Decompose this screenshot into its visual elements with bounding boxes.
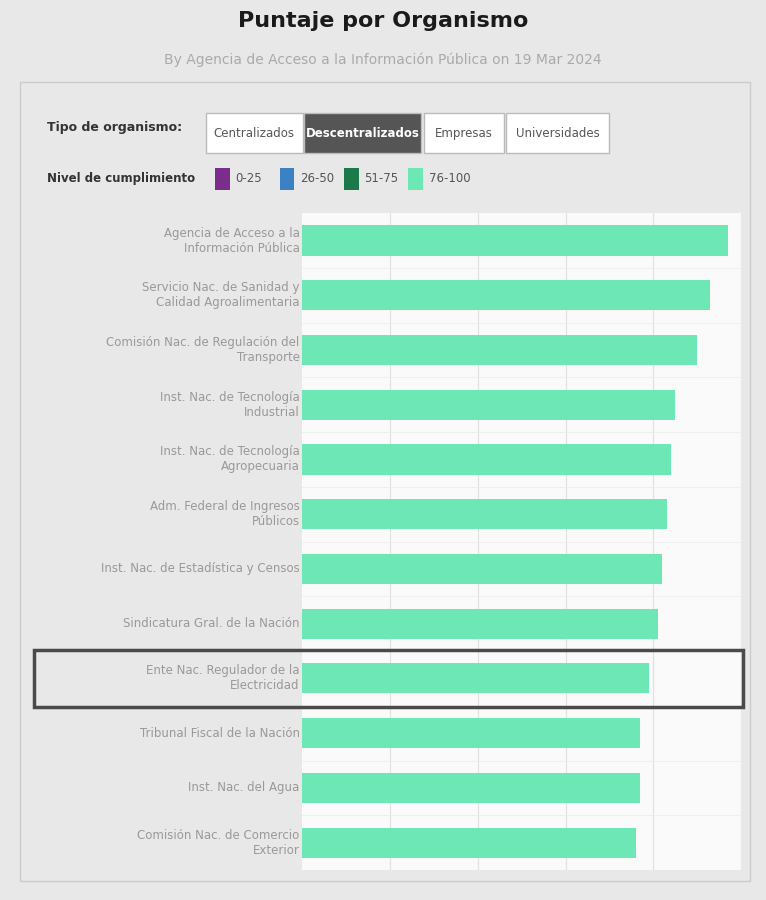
Bar — [303, 608, 658, 639]
Text: 0-25: 0-25 — [236, 172, 262, 185]
Text: Nivel de cumplimiento: Nivel de cumplimiento — [47, 172, 195, 185]
Text: Inst. Nac. del Agua: Inst. Nac. del Agua — [188, 781, 300, 795]
FancyBboxPatch shape — [215, 167, 230, 190]
Text: Inst. Nac. de Tecnología
Industrial: Inst. Nac. de Tecnología Industrial — [160, 391, 300, 419]
Text: By Agencia de Acceso a la Información Pública on 19 Mar 2024: By Agencia de Acceso a la Información Pú… — [164, 52, 602, 67]
Text: Sindicatura Gral. de la Nación: Sindicatura Gral. de la Nación — [123, 617, 300, 630]
Bar — [303, 390, 676, 419]
Bar — [303, 445, 671, 474]
Text: Comisión Nac. de Comercio
Exterior: Comisión Nac. de Comercio Exterior — [137, 829, 300, 857]
Text: Agencia de Acceso a la
Información Pública: Agencia de Acceso a la Información Públi… — [164, 227, 300, 255]
Text: Puntaje por Organismo: Puntaje por Organismo — [237, 12, 529, 32]
Text: Universidades: Universidades — [516, 127, 600, 140]
Text: 51-75: 51-75 — [365, 172, 398, 185]
Text: 76-100: 76-100 — [429, 172, 470, 185]
Bar — [303, 718, 640, 748]
Text: Tipo de organismo:: Tipo de organismo: — [47, 121, 182, 134]
Text: Inst. Nac. de Estadística y Censos: Inst. Nac. de Estadística y Censos — [101, 562, 300, 575]
FancyBboxPatch shape — [280, 167, 294, 190]
FancyBboxPatch shape — [304, 113, 421, 153]
Text: Descentralizados: Descentralizados — [306, 127, 420, 140]
FancyBboxPatch shape — [424, 113, 504, 153]
Text: Adm. Federal de Ingresos
Públicos: Adm. Federal de Ingresos Públicos — [149, 500, 300, 528]
Text: Centralizados: Centralizados — [214, 127, 295, 140]
Text: Comisión Nac. de Regulación del
Transporte: Comisión Nac. de Regulación del Transpor… — [106, 336, 300, 364]
Bar — [303, 226, 728, 256]
Bar — [303, 773, 640, 803]
FancyBboxPatch shape — [344, 167, 358, 190]
FancyBboxPatch shape — [206, 113, 303, 153]
Bar — [303, 828, 636, 858]
Bar — [303, 280, 710, 310]
Text: Servicio Nac. de Sanidad y
Calidad Agroalimentaria: Servicio Nac. de Sanidad y Calidad Agroa… — [142, 282, 300, 310]
Text: Ente Nac. Regulador de la
Electricidad: Ente Nac. Regulador de la Electricidad — [146, 664, 300, 692]
Bar — [303, 500, 666, 529]
Bar — [303, 554, 662, 584]
Bar — [303, 335, 697, 365]
FancyBboxPatch shape — [506, 113, 609, 153]
Text: Tribunal Fiscal de la Nación: Tribunal Fiscal de la Nación — [139, 726, 300, 740]
FancyBboxPatch shape — [408, 167, 423, 190]
Bar — [303, 663, 649, 694]
Text: Inst. Nac. de Tecnología
Agropecuaria: Inst. Nac. de Tecnología Agropecuaria — [160, 446, 300, 473]
Text: 26-50: 26-50 — [300, 172, 334, 185]
Text: Empresas: Empresas — [435, 127, 493, 140]
